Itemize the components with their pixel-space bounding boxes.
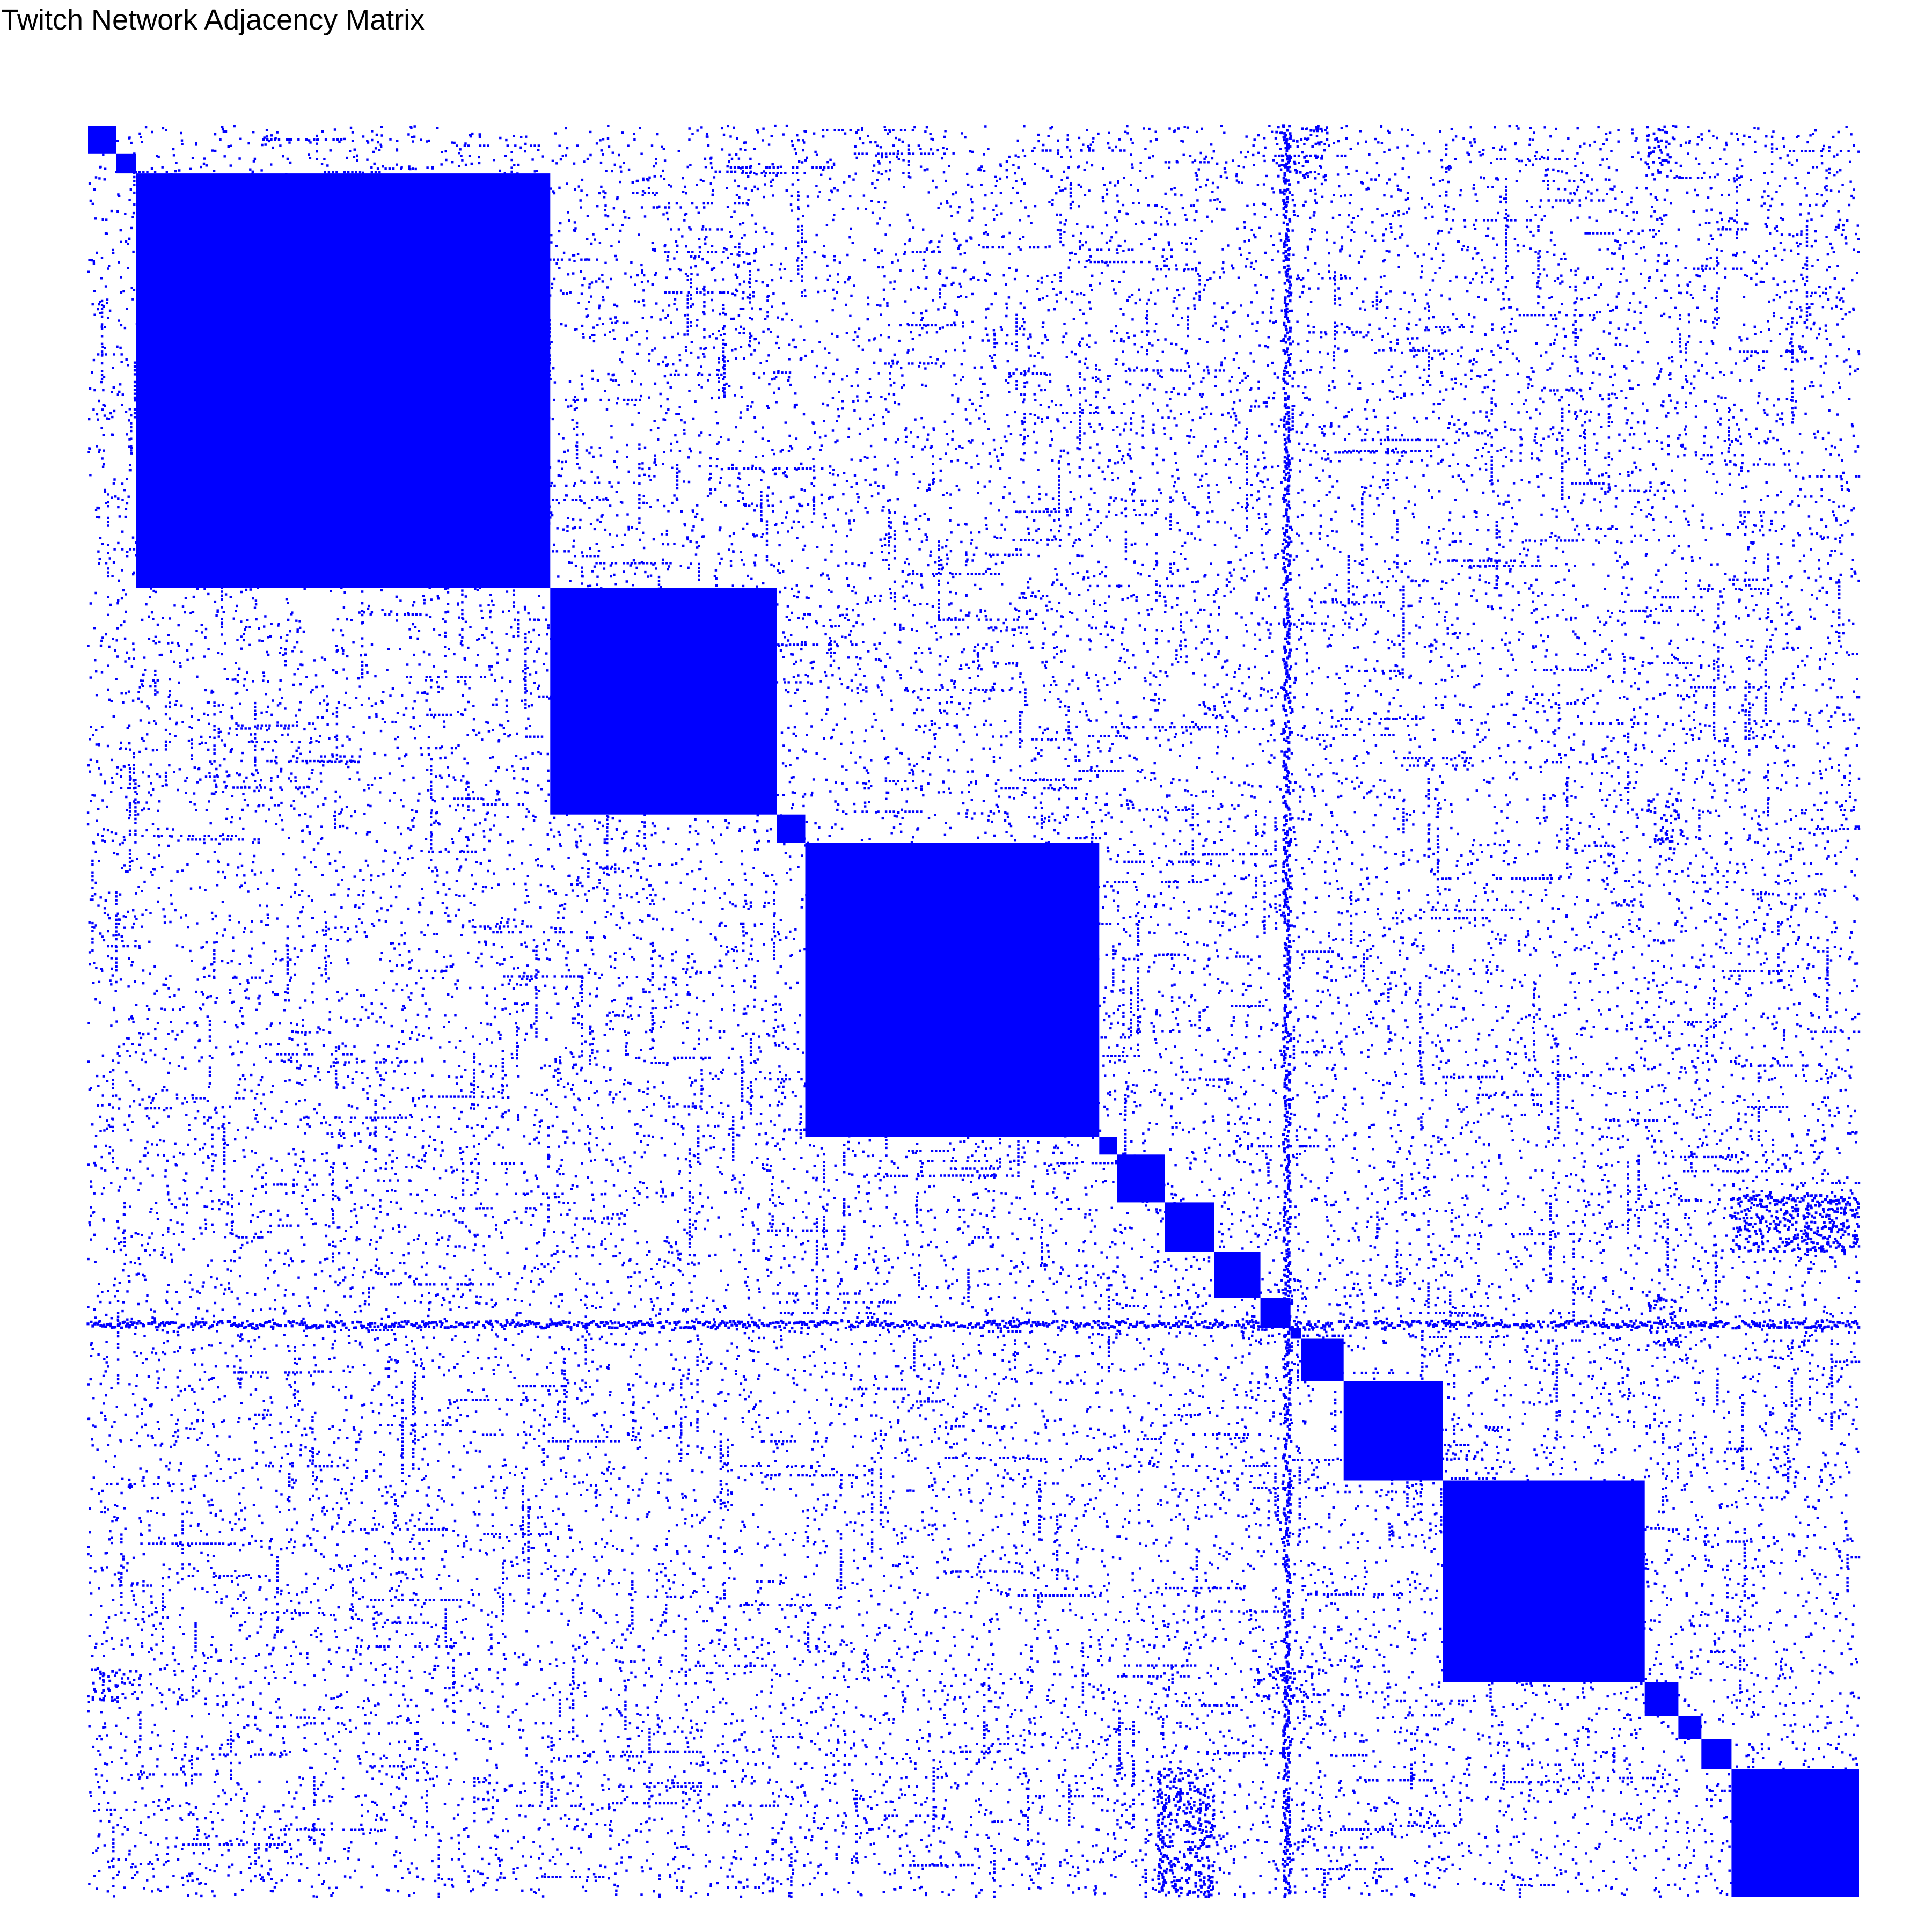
community-block-15 <box>1644 1682 1679 1716</box>
dense-band-0 <box>86 1319 1861 1330</box>
dense-band-2 <box>1730 1194 1859 1204</box>
community-block-14 <box>1443 1480 1645 1682</box>
edge-points <box>86 124 1861 1898</box>
off-diagonal-cluster-2 <box>1274 125 1329 179</box>
off-diagonal-cluster-4 <box>1646 798 1684 850</box>
community-block-7 <box>1117 1154 1165 1203</box>
community-block-17 <box>1701 1739 1732 1769</box>
dense-band-3 <box>1156 1767 1166 1893</box>
community-block-8 <box>1165 1202 1214 1252</box>
community-block-18 <box>1731 1769 1859 1897</box>
community-block-6 <box>1099 1137 1117 1155</box>
community-block-13 <box>1343 1381 1443 1481</box>
community-block-16 <box>1678 1716 1702 1739</box>
off-diagonal-cluster-0 <box>1730 1201 1860 1253</box>
community-block-0 <box>88 126 116 154</box>
community-block-9 <box>1214 1252 1261 1298</box>
community-block-5 <box>805 843 1100 1137</box>
community-block-11 <box>1290 1328 1301 1339</box>
off-diagonal-cluster-7 <box>1645 1294 1684 1347</box>
off-diagonal-cluster-3 <box>1645 125 1682 179</box>
off-diagonal-cluster-6 <box>1255 1666 1328 1703</box>
community-block-4 <box>777 814 806 843</box>
off-diagonal-cluster-5 <box>87 1667 142 1703</box>
chart-title: Twitch Network Adjacency Matrix <box>1 4 425 36</box>
dense-bands <box>86 124 1861 1898</box>
community-blocks <box>88 126 1859 1897</box>
dense-band-1 <box>1282 124 1292 1898</box>
community-block-12 <box>1301 1338 1344 1381</box>
community-block-10 <box>1260 1298 1291 1328</box>
community-block-2 <box>136 173 551 588</box>
community-block-3 <box>550 588 777 815</box>
community-block-1 <box>116 153 136 174</box>
off-diagonal-cluster-1 <box>1163 1768 1216 1898</box>
